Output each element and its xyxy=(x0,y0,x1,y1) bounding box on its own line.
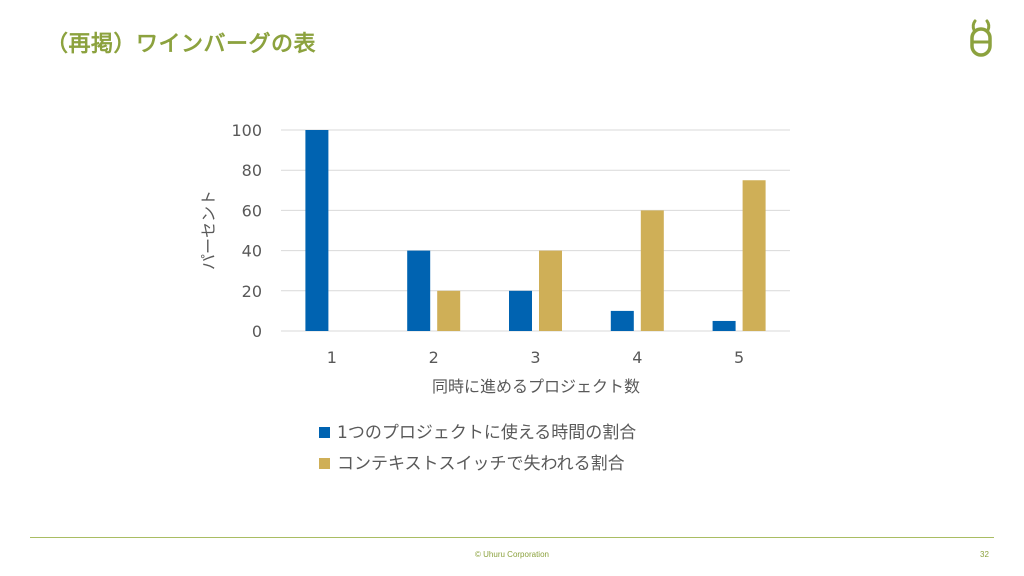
page-number: 32 xyxy=(980,550,989,559)
y-tick-label: 60 xyxy=(242,201,262,220)
bar-series2-5 xyxy=(742,180,766,331)
x-tick-label: 3 xyxy=(530,348,540,367)
y-tick-label: 100 xyxy=(231,121,262,140)
x-tick-label: 5 xyxy=(734,348,744,367)
y-tick-label: 20 xyxy=(242,282,262,301)
legend-swatch-1 xyxy=(319,427,330,438)
x-axis-ticks: 1 2 3 4 5 xyxy=(327,348,744,367)
bar-series2-2 xyxy=(437,290,461,331)
footer-divider xyxy=(30,537,994,538)
bar-series1-4 xyxy=(610,310,634,331)
y-tick-label: 0 xyxy=(252,322,262,341)
x-tick-label: 1 xyxy=(327,348,337,367)
bar-series2-4 xyxy=(640,210,664,331)
slide-title: （再掲）ワインバーグの表 xyxy=(46,32,317,57)
x-tick-label: 4 xyxy=(632,348,642,367)
grid-lines xyxy=(281,129,790,332)
y-tick-label: 80 xyxy=(242,161,262,180)
bar-series1-5 xyxy=(712,320,736,331)
bars xyxy=(305,130,766,331)
legend-swatch-2 xyxy=(319,458,330,469)
uhuru-logo-icon xyxy=(970,19,992,57)
bar-series1-2 xyxy=(407,250,431,331)
x-axis-title: 同時に進めるプロジェクト数 xyxy=(432,377,640,396)
bar-series1-3 xyxy=(509,290,532,331)
legend-label-2: コンテキストスイッチで失われる割合 xyxy=(337,454,625,474)
bar-series2-3 xyxy=(539,250,562,331)
bar-series1-1 xyxy=(305,130,329,331)
y-axis-ticks: 0 20 40 60 80 100 xyxy=(231,121,262,341)
x-tick-label: 2 xyxy=(429,348,439,367)
bar-chart: 0 20 40 60 80 100 1 2 3 4 5 同時に進めるプロジェクト数 パーセント 1… xyxy=(199,121,790,474)
legend-label-1: 1つのプロジェクトに使える時間の割合 xyxy=(337,422,636,443)
y-tick-label: 40 xyxy=(242,242,262,261)
copyright-text: © Uhuru Corporation xyxy=(475,550,549,559)
y-axis-title: パーセント xyxy=(199,190,218,270)
